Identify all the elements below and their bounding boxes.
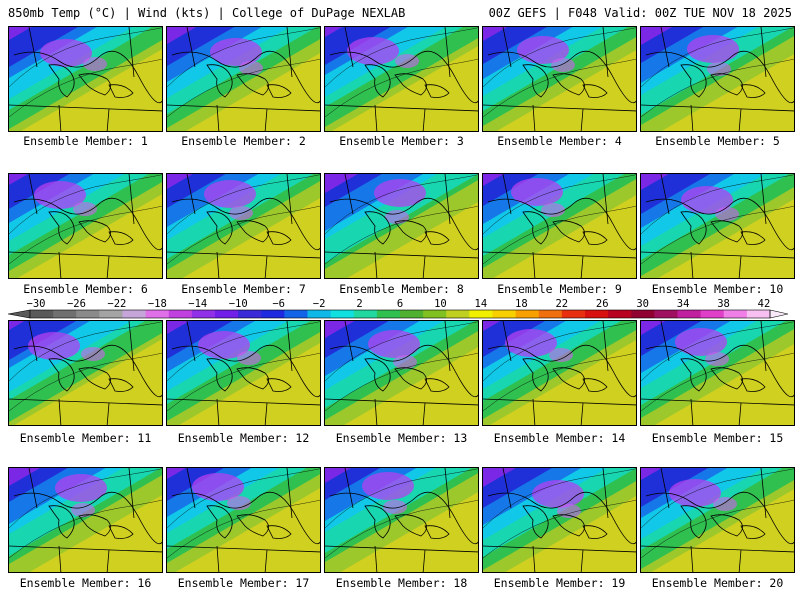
ensemble-member-map [8,320,163,426]
colorbar-swatch [538,310,563,318]
colorbar-swatch [631,310,655,318]
colorbar-swatch [446,310,470,318]
ensemble-member-map [640,173,795,279]
colorbar-swatch [30,310,54,318]
ensemble-member-map [640,320,795,426]
colorbar-low-arrow [7,309,31,319]
ensemble-member-caption: Ensemble Member: 13 [335,431,468,445]
ensemble-member-caption: Ensemble Member: 16 [19,576,152,590]
colorbar-tick-label: 10 [434,298,447,310]
ensemble-member-map [166,173,321,279]
ensemble-member-map [166,26,321,132]
colorbar-tick-label: 38 [717,298,730,310]
colorbar-swatch [122,310,147,318]
colorbar-swatch [492,310,517,318]
colorbar-tick-label: 18 [515,298,528,310]
ensemble-member-caption: Ensemble Member: 19 [493,576,626,590]
colorbar-swatch [53,310,77,318]
colorbar-tick-label: −2 [312,298,326,310]
colorbar-swatch [99,310,123,318]
colorbar-tick-label: 34 [676,298,690,310]
colorbar-swatch [585,310,609,318]
ensemble-member-caption: Ensemble Member: 9 [497,282,622,296]
colorbar-swatch [330,310,355,318]
colorbar-tick-label: −30 [26,298,46,310]
colorbar-tick-label: 26 [595,298,609,310]
colorbar-swatch [469,310,493,318]
ensemble-member-caption: Ensemble Member: 11 [19,431,152,445]
ensemble-member-caption: Ensemble Member: 8 [339,282,464,296]
colorbar-swatch [700,310,725,318]
ensemble-member-caption: Ensemble Member: 17 [177,576,310,590]
colorbar-tick-label: 14 [474,298,488,310]
colorbar-tick-label: −26 [66,298,86,310]
ensemble-member-map [8,26,163,132]
colorbar-high-arrow [769,309,789,319]
colorbar-swatch [191,310,216,318]
ensemble-member-caption: Ensemble Member: 4 [497,134,622,148]
ensemble-member-caption: Ensemble Member: 14 [493,431,626,445]
colorbar-swatch [654,310,678,318]
ensemble-member-caption: Ensemble Member: 12 [177,431,310,445]
ensemble-member-map [640,467,795,573]
ensemble-member-map [482,26,637,132]
colorbar-swatch [608,310,632,318]
ensemble-member-caption: Ensemble Member: 3 [339,134,464,148]
ensemble-member-caption: Ensemble Member: 20 [651,576,784,590]
colorbar-swatch [238,310,262,318]
ensemble-member-map [166,467,321,573]
colorbar-tick-label: −18 [147,298,167,310]
run-valid-time: 00Z GEFS | F048 Valid: 00Z TUE NOV 18 20… [488,6,792,20]
colorbar-swatch [353,310,378,318]
ensemble-member-caption: Ensemble Member: 6 [23,282,148,296]
colorbar-swatch [145,310,170,318]
colorbar-tick-label: −14 [188,298,208,310]
colorbar-swatch [307,310,332,318]
colorbar-swatch [284,310,308,318]
ensemble-member-map [324,467,479,573]
colorbar-swatch [561,310,586,318]
colorbar-swatch [723,310,748,318]
colorbar-tick-label: −22 [107,298,127,310]
colorbar-tick-label: 42 [757,298,771,310]
ensemble-member-map [324,320,479,426]
colorbar-swatch [76,310,100,318]
colorbar-tick-label: 2 [356,298,363,310]
ensemble-member-caption: Ensemble Member: 7 [181,282,306,296]
colorbar-tick-label: −6 [272,298,285,310]
temperature-colorbar [7,309,789,319]
colorbar-swatch [215,310,239,318]
ensemble-member-map [8,467,163,573]
ensemble-member-caption: Ensemble Member: 15 [651,431,784,445]
colorbar-swatch [677,310,702,318]
ensemble-member-map [482,173,637,279]
colorbar-swatch [261,310,285,318]
ensemble-member-map [324,173,479,279]
ensemble-member-caption: Ensemble Member: 18 [335,576,468,590]
ensemble-member-map [640,26,795,132]
colorbar-swatch [168,310,193,318]
chart-title: 850mb Temp (°C) | Wind (kts) | College o… [8,6,406,20]
ensemble-member-map [324,26,479,132]
ensemble-member-caption: Ensemble Member: 10 [651,282,784,296]
ensemble-member-caption: Ensemble Member: 5 [655,134,780,148]
colorbar-swatch [746,310,771,318]
colorbar-swatch [400,310,424,318]
ensemble-member-map [166,320,321,426]
colorbar-swatch [376,310,401,318]
colorbar-tick-label: −10 [228,298,248,310]
ensemble-member-map [482,320,637,426]
colorbar-swatch [515,310,540,318]
colorbar-tick-label: 22 [555,298,569,310]
colorbar-tick-label: 30 [636,298,649,310]
ensemble-member-caption: Ensemble Member: 1 [23,134,148,148]
colorbar-tick-label: 6 [396,298,404,310]
ensemble-member-map [8,173,163,279]
colorbar-swatch [423,310,447,318]
ensemble-member-map [482,467,637,573]
ensemble-member-caption: Ensemble Member: 2 [181,134,306,148]
